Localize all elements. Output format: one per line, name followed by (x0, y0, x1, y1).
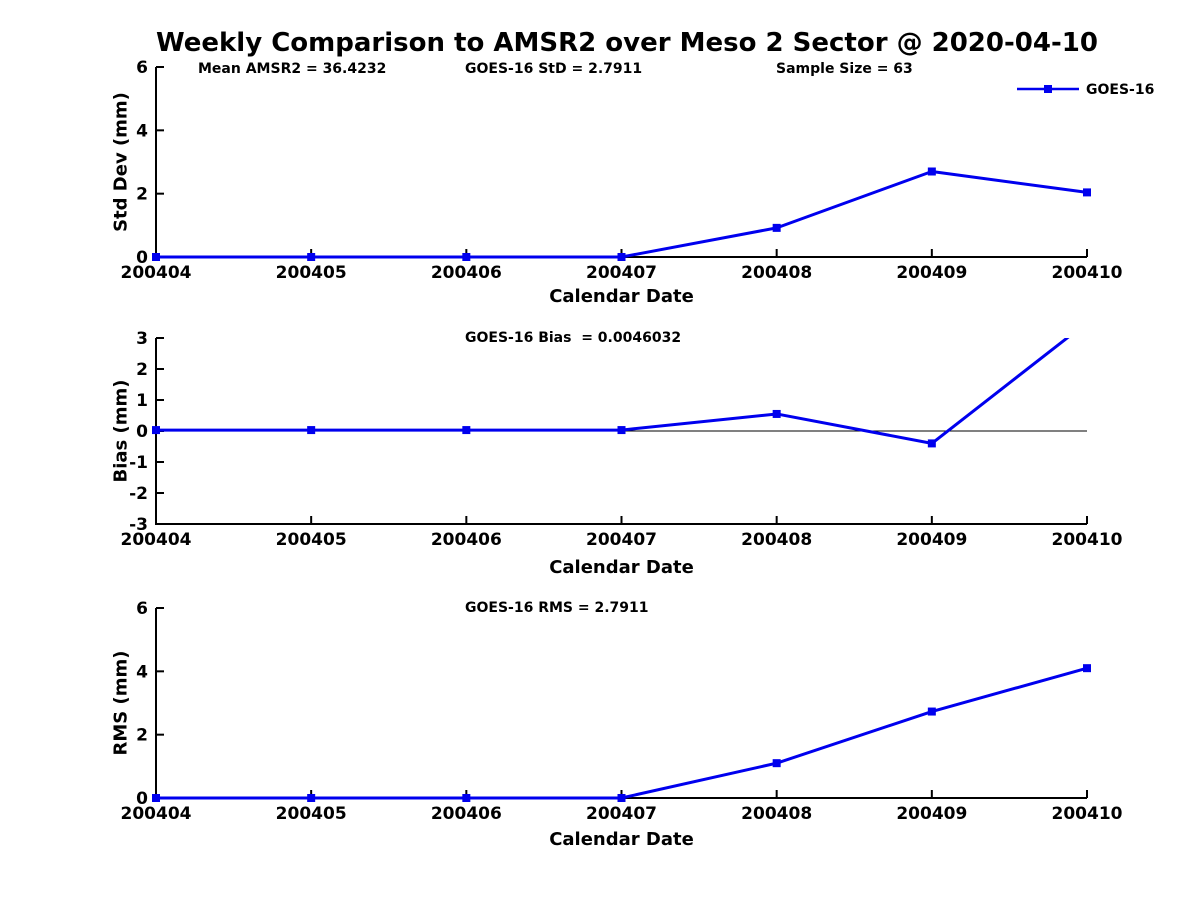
y-tick-label: 4 (136, 121, 148, 141)
x-axis-label-top: Calendar Date (549, 286, 694, 307)
x-tick-label: 200409 (896, 804, 967, 824)
x-tick-label: 200407 (586, 263, 657, 283)
y-tick-label: 0 (136, 789, 148, 809)
y-tick-label: 2 (136, 726, 148, 746)
annotation-mean-amsr2: Mean AMSR2 = 36.4232 (198, 61, 387, 77)
x-tick-label: 200408 (741, 263, 812, 283)
x-tick-label: 200404 (121, 530, 192, 550)
data-point-marker (927, 167, 936, 176)
x-tick-label: 200405 (276, 263, 347, 283)
x-tick-label: 200409 (896, 263, 967, 283)
x-tick-label: 200408 (741, 530, 812, 550)
x-tick-label: 200408 (741, 804, 812, 824)
x-tick-label: 200404 (121, 263, 192, 283)
y-tick-label: 6 (136, 599, 148, 619)
data-point-marker (772, 223, 781, 232)
figure-title: Weekly Comparison to AMSR2 over Meso 2 S… (156, 28, 1098, 58)
data-point-marker (617, 253, 626, 261)
data-point-marker (462, 426, 471, 435)
data-point-marker (462, 794, 471, 802)
y-tick-label: -2 (129, 484, 148, 504)
y-tick-label: -1 (129, 453, 148, 473)
legend-label: GOES-16 (1086, 82, 1154, 98)
y-tick-label: 3 (136, 329, 148, 349)
x-axis-label-middle: Calendar Date (549, 557, 694, 578)
data-point-marker (462, 253, 471, 261)
data-point-marker (307, 253, 316, 261)
data-point-marker (152, 794, 160, 802)
y-tick-label: 4 (136, 662, 148, 682)
y-tick-label: -3 (129, 515, 148, 535)
data-point-marker (772, 759, 781, 768)
x-tick-label: 200406 (431, 530, 502, 550)
data-point-marker (307, 426, 316, 435)
data-point-marker (617, 794, 626, 802)
x-tick-label: 200407 (586, 804, 657, 824)
data-point-marker (617, 426, 626, 435)
x-tick-label: 200406 (431, 804, 502, 824)
x-tick-label: 200410 (1052, 530, 1123, 550)
y-tick-label: 2 (136, 185, 148, 205)
data-point-marker (927, 707, 936, 716)
data-point-marker (1083, 664, 1091, 673)
y-tick-label: 1 (136, 391, 148, 411)
y-tick-label: 6 (136, 58, 148, 78)
y-tick-label: 0 (136, 248, 148, 268)
x-tick-label: 200405 (276, 530, 347, 550)
annotation-goes16-std: GOES-16 StD = 2.7911 (465, 61, 643, 77)
data-point-marker (152, 253, 160, 261)
data-point-marker (152, 426, 160, 435)
x-tick-label: 200405 (276, 804, 347, 824)
data-point-marker (1083, 188, 1091, 197)
legend-marker (1044, 85, 1052, 93)
annotation-goes16-bias: GOES-16 Bias = 0.0046032 (465, 330, 682, 346)
data-point-marker (772, 409, 781, 418)
x-tick-label: 200409 (896, 530, 967, 550)
data-point-marker (927, 439, 936, 448)
x-axis-label-bottom: Calendar Date (549, 829, 694, 850)
data-line (156, 666, 1088, 800)
x-tick-label: 200407 (586, 530, 657, 550)
x-tick-label: 200410 (1052, 263, 1123, 283)
x-tick-label: 200410 (1052, 804, 1123, 824)
annotation-goes16-rms: GOES-16 RMS = 2.7911 (465, 600, 649, 616)
x-tick-label: 200406 (431, 263, 502, 283)
data-point-marker (307, 794, 316, 802)
y-tick-label: 0 (136, 422, 148, 442)
x-tick-label: 200404 (121, 804, 192, 824)
annotation-sample-size: Sample Size = 63 (776, 61, 913, 77)
y-tick-label: 2 (136, 360, 148, 380)
